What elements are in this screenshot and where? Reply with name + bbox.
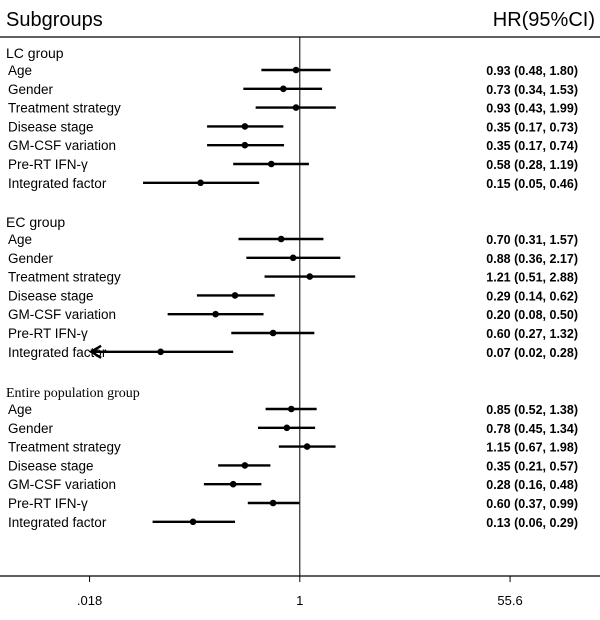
forest-row: GM-CSF variation 0.35 (0.17, 0.74) — [8, 138, 578, 153]
row-label: Integrated factor — [8, 176, 107, 191]
row-label: Gender — [8, 82, 54, 97]
forest-row: GM-CSF variation 0.20 (0.08, 0.50) — [8, 307, 578, 322]
forest-row: Disease stage 0.29 (0.14, 0.62) — [8, 288, 578, 303]
hr-point — [306, 273, 314, 280]
group-title: LC group — [6, 45, 64, 61]
forest-row: Gender 0.78 (0.45, 1.34) — [8, 421, 578, 436]
row-label: Gender — [8, 421, 54, 436]
hr-point — [303, 443, 311, 450]
forest-row: Treatment strategy 1.15 (0.67, 1.98) — [8, 440, 578, 455]
header-hr-ci: HR(95%CI) — [493, 9, 595, 31]
hr-point — [189, 518, 197, 526]
x-tick-label: .018 — [77, 593, 102, 608]
forest-rows: LC group Age 0.93 (0.48, 1.80) Gender 0.73 (… — [6, 45, 578, 530]
x-tick-label: 1 — [296, 593, 303, 608]
hr-ci-value: 0.07 (0.02, 0.28) — [486, 346, 578, 360]
header-subgroups: Subgroups — [6, 9, 103, 31]
row-label: Integrated factor — [8, 515, 107, 530]
forest-row: Pre-RT IFN-γ 0.58 (0.28, 1.19) — [8, 157, 578, 172]
row-label: Pre-RT IFN-γ — [8, 326, 88, 341]
hr-point — [280, 85, 287, 93]
hr-ci-value: 0.20 (0.08, 0.50) — [486, 308, 578, 322]
row-label: Disease stage — [8, 288, 94, 303]
hr-point — [212, 310, 219, 318]
hr-ci-value: 1.15 (0.67, 1.98) — [486, 441, 578, 455]
hr-ci-value: 0.35 (0.17, 0.73) — [486, 120, 578, 134]
hr-ci-value: 0.60 (0.27, 1.32) — [486, 327, 578, 341]
hr-point — [197, 179, 204, 187]
ci-truncation-arrow — [88, 344, 102, 359]
forest-row: Gender 0.73 (0.34, 1.53) — [8, 82, 578, 97]
forest-row: Age 0.85 (0.52, 1.38) — [8, 402, 578, 417]
forest-row: Pre-RT IFN-γ 0.60 (0.37, 0.99) — [8, 496, 578, 511]
hr-ci-value: 0.58 (0.28, 1.19) — [486, 158, 578, 172]
hr-ci-value: 0.28 (0.16, 0.48) — [486, 478, 578, 492]
hr-ci-value: 0.60 (0.37, 0.99) — [486, 497, 578, 511]
hr-ci-value: 0.13 (0.06, 0.29) — [486, 516, 578, 530]
row-label: GM-CSF variation — [8, 138, 116, 153]
hr-ci-value: 0.93 (0.43, 1.99) — [486, 102, 578, 116]
group-block: LC group Age 0.93 (0.48, 1.80) Gender 0.73 (… — [6, 45, 578, 191]
hr-ci-value: 0.70 (0.31, 1.57) — [486, 233, 578, 247]
row-label: Gender — [8, 251, 54, 266]
forest-row: Age 0.70 (0.31, 1.57) — [8, 232, 578, 247]
hr-ci-value: 0.35 (0.17, 0.74) — [486, 139, 578, 153]
hr-point — [287, 405, 295, 413]
forest-row: Gender 0.88 (0.36, 2.17) — [8, 251, 578, 266]
forest-row: Treatment strategy 1.21 (0.51, 2.88) — [8, 270, 578, 285]
hr-ci-value: 0.35 (0.21, 0.57) — [486, 459, 578, 473]
x-axis-ticks: .018 1 55.6 — [77, 576, 523, 608]
hr-ci-value: 0.93 (0.48, 1.80) — [486, 64, 578, 78]
forest-row: Age 0.93 (0.48, 1.80) — [8, 63, 578, 78]
forest-row: Disease stage 0.35 (0.21, 0.57) — [8, 458, 578, 473]
group-block: EC group Age 0.70 (0.31, 1.57) Gender 0.88 (… — [6, 214, 578, 360]
hr-point — [289, 254, 297, 262]
hr-point — [241, 123, 249, 130]
forest-row: GM-CSF variation 0.28 (0.16, 0.48) — [8, 477, 578, 492]
hr-ci-value: 0.73 (0.34, 1.53) — [486, 83, 578, 97]
hr-point — [269, 329, 277, 337]
hr-point — [292, 66, 300, 74]
forest-row: Treatment strategy 0.93 (0.43, 1.99) — [8, 101, 578, 116]
row-label: Disease stage — [8, 119, 94, 134]
hr-point — [241, 462, 249, 469]
hr-ci-value: 0.85 (0.52, 1.38) — [486, 403, 578, 417]
forest-row: Integrated factor 0.15 (0.05, 0.46) — [8, 176, 578, 191]
hr-point — [157, 348, 164, 356]
hr-ci-value: 0.15 (0.05, 0.46) — [486, 177, 578, 191]
hr-point — [267, 160, 275, 168]
hr-ci-value: 0.29 (0.14, 0.62) — [486, 289, 578, 303]
row-label: Treatment strategy — [8, 440, 121, 455]
group-title: EC group — [6, 214, 65, 230]
hr-point — [277, 235, 285, 243]
hr-point — [241, 141, 249, 149]
row-label: Integrated factor — [8, 345, 107, 360]
row-label: Pre-RT IFN-γ — [8, 157, 88, 172]
hr-point — [229, 480, 237, 488]
row-label: Age — [8, 63, 32, 78]
hr-point — [283, 424, 291, 432]
row-label: Disease stage — [8, 458, 94, 473]
hr-ci-value: 0.88 (0.36, 2.17) — [486, 252, 578, 266]
row-label: GM-CSF variation — [8, 477, 116, 492]
hr-point — [269, 499, 277, 507]
hr-ci-value: 0.78 (0.45, 1.34) — [486, 422, 578, 436]
group-title: Entire population group — [6, 386, 140, 401]
x-tick-label: 55.6 — [497, 593, 522, 608]
forest-row: Integrated factor 0.07 (0.02, 0.28) — [8, 344, 578, 360]
forest-row: Integrated factor 0.13 (0.06, 0.29) — [8, 515, 578, 530]
row-label: Age — [8, 232, 32, 247]
hr-point — [292, 104, 300, 111]
row-label: Treatment strategy — [8, 101, 121, 116]
row-label: Age — [8, 402, 32, 417]
forest-row: Disease stage 0.35 (0.17, 0.73) — [8, 119, 578, 134]
hr-ci-value: 1.21 (0.51, 2.88) — [486, 271, 578, 285]
forest-row: Pre-RT IFN-γ 0.60 (0.27, 1.32) — [8, 326, 578, 341]
row-label: Pre-RT IFN-γ — [8, 496, 88, 511]
row-label: Treatment strategy — [8, 270, 121, 285]
hr-point — [231, 292, 239, 299]
row-label: GM-CSF variation — [8, 307, 116, 322]
